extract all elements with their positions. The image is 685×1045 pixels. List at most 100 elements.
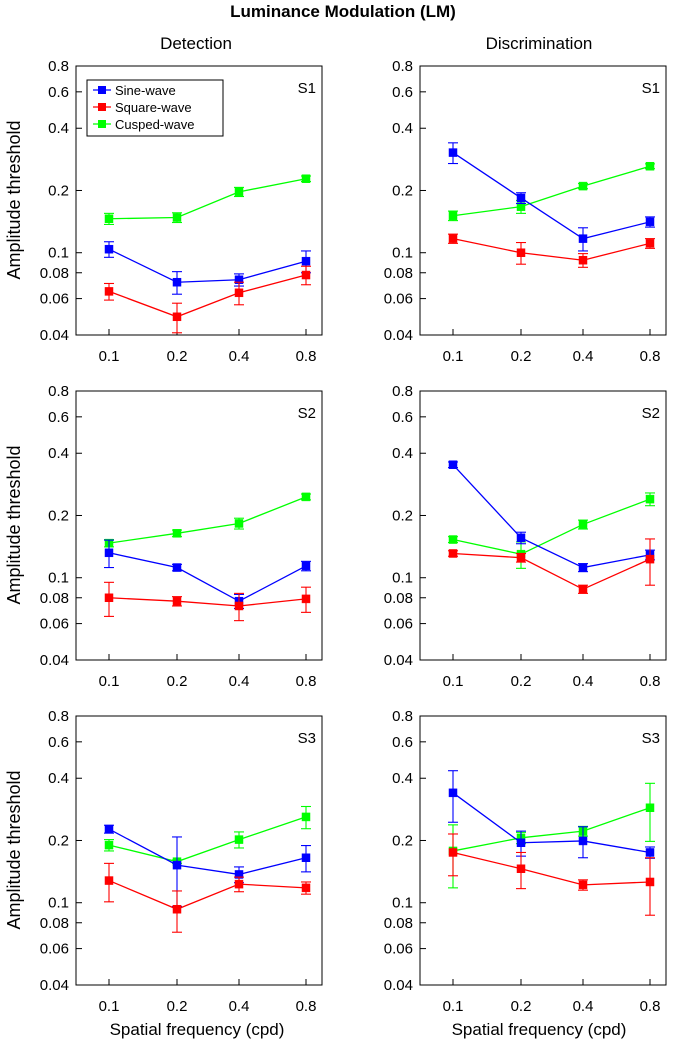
data-point-square-wave — [516, 864, 526, 873]
data-point-square-wave — [578, 880, 588, 890]
column-title-discrimination: Discrimination — [486, 34, 593, 53]
subject-label: S1 — [642, 80, 660, 97]
data-point-square-wave — [234, 601, 244, 611]
data-point-cusped-wave — [578, 181, 588, 191]
series-line-square-wave — [108, 879, 307, 910]
x-tick-label: 0.2 — [167, 998, 188, 1015]
data-point-square-wave — [448, 234, 458, 243]
data-point-square-wave — [104, 876, 114, 885]
subject-label: S3 — [642, 730, 660, 747]
data-point-cusped-wave — [448, 535, 458, 544]
data-point-square-wave — [448, 549, 458, 558]
series-line-cusped-wave — [452, 165, 651, 217]
data-point-cusped-wave — [578, 520, 588, 529]
column-title-detection: Detection — [160, 34, 232, 53]
y-tick-label: 0.08 — [384, 915, 413, 932]
y-tick-label: 0.1 — [392, 570, 413, 587]
data-point-square-wave — [172, 904, 182, 914]
data-point-sine-wave — [448, 460, 458, 469]
series-line-cusped-wave — [108, 178, 307, 220]
y-tick-label: 0.8 — [48, 708, 69, 725]
x-tick-label: 0.4 — [229, 348, 250, 365]
series-line-cusped-wave — [108, 816, 307, 863]
y-tick-label: 0.2 — [392, 182, 413, 199]
x-tick-label: 0.4 — [573, 998, 594, 1015]
data-point-square-wave — [645, 877, 655, 887]
plot-frame — [419, 390, 667, 661]
series-line-cusped-wave — [452, 807, 651, 852]
y-tick-label: 0.08 — [40, 915, 69, 932]
y-tick-label: 0.8 — [392, 708, 413, 725]
data-point-sine-wave — [645, 848, 655, 857]
x-axis-label-discrimination: Spatial frequency (cpd) — [452, 1020, 627, 1039]
y-tick-label: 0.06 — [40, 616, 69, 633]
panel-s2-detection: 0.8 0.6 0.4 0.2 0.1 0.08 0.06 0.04 0.1 0.2 0.4 0.8 S… — [40, 383, 323, 690]
series-line-square-wave — [452, 552, 651, 590]
y-tick-label: 0.08 — [40, 265, 69, 282]
data-point-cusped-wave — [234, 187, 244, 197]
legend-marker-square-wave — [98, 103, 106, 111]
panel-s1-detection: 0.8 0.6 0.4 0.2 0.1 0.08 0.06 0.04 0.1 0.2 0.4 0.8 S… — [40, 58, 323, 365]
data-point-sine-wave — [448, 148, 458, 157]
data-point-sine-wave — [516, 193, 526, 203]
data-point-cusped-wave — [645, 803, 655, 812]
data-point-square-wave — [172, 312, 182, 322]
x-tick-label: 0.4 — [573, 348, 594, 365]
x-tick-label: 0.8 — [296, 348, 317, 365]
data-point-square-wave — [516, 553, 526, 562]
data-point-cusped-wave — [104, 840, 114, 850]
y-tick-label: 0.06 — [384, 941, 413, 958]
y-tick-label: 0.8 — [392, 383, 413, 400]
y-tick-label: 0.08 — [40, 590, 69, 607]
data-point-cusped-wave — [645, 494, 655, 504]
panels: 0.8 0.6 0.4 0.2 0.1 0.08 0.06 0.04 0.1 0.2 0.4 0.8 S… — [40, 58, 667, 1015]
y-tick-label: 0.1 — [392, 245, 413, 262]
series-line-square-wave — [452, 851, 651, 886]
data-point-sine-wave — [104, 548, 114, 558]
y-tick-label: 0.6 — [392, 84, 413, 101]
data-point-square-wave — [301, 594, 311, 604]
series-line-square-wave — [108, 274, 307, 318]
data-point-square-wave — [578, 255, 588, 265]
data-point-sine-wave — [172, 277, 182, 287]
data-point-sine-wave — [578, 234, 588, 243]
y-axis-label-row1: Amplitude threshold — [4, 120, 24, 279]
plot-frame — [75, 65, 323, 336]
data-point-sine-wave — [301, 256, 311, 266]
data-point-cusped-wave — [448, 211, 458, 220]
y-tick-label: 0.4 — [392, 445, 413, 462]
y-tick-label: 0.8 — [392, 58, 413, 75]
subject-label: S2 — [298, 405, 316, 422]
data-point-sine-wave — [301, 561, 311, 571]
data-point-sine-wave — [301, 853, 311, 863]
legend-marker-cusped-wave — [98, 120, 106, 128]
y-tick-label: 0.1 — [48, 245, 69, 262]
x-tick-label: 0.4 — [573, 673, 594, 690]
data-point-cusped-wave — [645, 161, 655, 171]
data-point-sine-wave — [172, 563, 182, 572]
y-tick-label: 0.06 — [40, 941, 69, 958]
y-tick-label: 0.6 — [48, 409, 69, 426]
data-point-sine-wave — [104, 824, 114, 834]
subject-label: S2 — [642, 405, 660, 422]
y-tick-label: 0.1 — [48, 570, 69, 587]
plot-frame — [419, 715, 667, 986]
data-point-square-wave — [645, 554, 655, 564]
series-line-square-wave — [108, 597, 307, 607]
y-tick-label: 0.04 — [384, 977, 413, 994]
x-tick-label: 0.4 — [229, 673, 250, 690]
y-tick-label: 0.2 — [392, 832, 413, 849]
y-tick-label: 0.04 — [384, 652, 413, 669]
x-tick-label: 0.2 — [511, 673, 532, 690]
data-point-cusped-wave — [172, 213, 182, 222]
data-point-square-wave — [448, 848, 458, 857]
figure-title: Luminance Modulation (LM) — [230, 2, 456, 21]
data-point-square-wave — [301, 270, 311, 280]
y-tick-label: 0.04 — [40, 652, 69, 669]
subject-label: S3 — [298, 730, 316, 747]
x-tick-label: 0.1 — [99, 673, 120, 690]
panel-s2-discrimination: 0.8 0.6 0.4 0.2 0.1 0.08 0.06 0.04 0.1 0.2 0.4 0.8 S… — [384, 383, 667, 690]
y-tick-label: 0.8 — [48, 58, 69, 75]
data-point-cusped-wave — [301, 812, 311, 822]
data-point-square-wave — [104, 593, 114, 603]
